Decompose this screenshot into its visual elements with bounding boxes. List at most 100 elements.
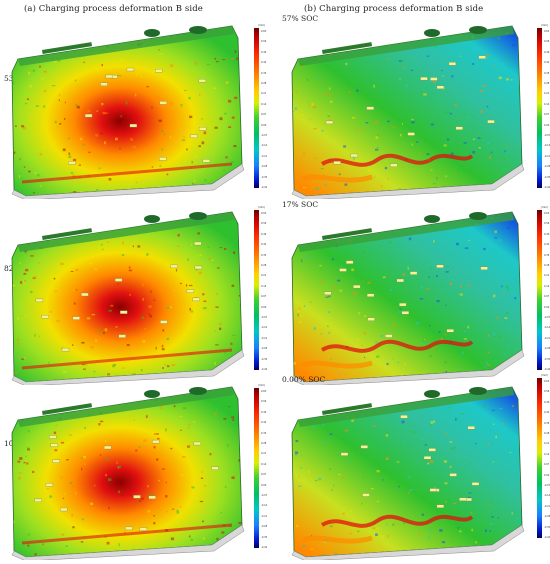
battery-pack-image	[282, 375, 532, 564]
scale-tick-label: 0.21	[544, 274, 550, 278]
scale-tick-label: -0.07	[544, 134, 550, 137]
scale-tick-label: -0.35	[544, 175, 550, 179]
scale-tick-label: 0.42	[544, 61, 550, 65]
scale-tick-label: 0.56	[261, 222, 267, 226]
colour-scale-bar	[537, 378, 542, 538]
battery-pack-deformation-map	[11, 211, 245, 387]
colour-scale-legend: (mm) 0.63 0.56 0.49 0.42 0.35 0.28 0.21 0.14 0.07…	[537, 374, 550, 539]
scale-tick-label: 0.35	[544, 71, 550, 75]
scale-tick-label: 0.63	[544, 30, 550, 33]
scale-tick-label: -0.21	[544, 504, 550, 508]
scale-tick-label: 0.49	[261, 410, 267, 414]
scale-tick-label: -0.42	[544, 536, 550, 539]
scale-tick-label: 0.21	[544, 442, 550, 446]
scale-tick-label: 0.00	[544, 305, 550, 309]
panel-4: 17% SOC	[280, 200, 550, 387]
panel-2: 57% SOC	[280, 14, 550, 201]
scale-tick-label: -0.07	[544, 316, 550, 319]
scale-tick-label: -0.28	[544, 347, 550, 351]
scale-tick-label: -0.28	[544, 515, 550, 519]
scale-tick-label: 0.14	[261, 462, 267, 466]
scale-unit-label: (mm)	[541, 24, 549, 27]
scale-tick-label: 0.07	[544, 295, 550, 299]
scale-tick-label: 0.56	[261, 40, 267, 44]
scale-tick-label: -0.14	[544, 494, 550, 498]
scale-tick-label: -0.42	[261, 368, 268, 371]
scale-tick-label: -0.35	[261, 357, 268, 361]
scale-tick-label: 0.56	[544, 390, 550, 394]
panel-1: 53% SOC	[0, 14, 275, 201]
battery-pack-image	[282, 14, 532, 203]
scale-tick-label: 0.42	[261, 243, 267, 247]
scale-tick-label: -0.14	[544, 326, 550, 330]
column-title-a: (a) Charging process deformation B side	[24, 4, 203, 14]
scale-tick-label: 0.00	[544, 123, 550, 127]
scale-tick-label: -0.28	[261, 347, 268, 351]
scale-tick-label: -0.35	[544, 357, 550, 361]
scale-tick-label: 0.28	[544, 82, 550, 85]
scale-unit-label: (mm)	[541, 374, 549, 377]
scale-tick-label: 0.63	[261, 212, 267, 215]
scale-tick-label: 0.35	[261, 253, 267, 257]
scale-tick-label: -0.14	[261, 504, 268, 508]
scale-tick-label: 0.14	[544, 452, 550, 456]
scale-tick-label: 0.35	[544, 253, 550, 257]
scale-unit-label: (mm)	[258, 384, 266, 387]
scale-tick-label: 0.28	[544, 432, 550, 435]
scale-unit-label: (mm)	[258, 206, 266, 209]
scale-tick-label: -0.42	[261, 546, 268, 549]
scale-tick-label: 0.63	[544, 212, 550, 215]
scale-tick-label: -0.28	[261, 525, 268, 529]
battery-pack-deformation-map	[11, 25, 245, 201]
scale-tick-label: -0.35	[261, 175, 268, 179]
scale-tick-label: 0.28	[261, 82, 267, 85]
scale-unit-label: (mm)	[258, 24, 266, 27]
scale-tick-label: 0.63	[261, 30, 267, 33]
soc-label: 57% SOC	[282, 14, 319, 23]
scale-tick-label: 0.49	[544, 400, 550, 404]
scale-tick-label: 0.28	[544, 264, 550, 267]
colour-scale-bar	[254, 28, 259, 188]
scale-tick-label: -0.07	[261, 494, 268, 497]
scale-tick-label: -0.14	[544, 144, 550, 148]
scale-unit-label: (mm)	[541, 206, 549, 209]
scale-tick-label: -0.35	[544, 525, 550, 529]
scale-tick-label: 0.21	[261, 92, 267, 96]
scale-tick-label: 0.42	[544, 243, 550, 247]
scale-tick-label: -0.07	[261, 134, 268, 137]
scale-tick-label: -0.42	[544, 186, 550, 189]
scale-tick-label: -0.14	[261, 144, 268, 148]
scale-tick-label: 0.00	[261, 483, 267, 487]
colour-scale-bar	[537, 210, 542, 370]
scale-tick-label: 0.07	[544, 463, 550, 467]
scale-tick-label: 0.07	[261, 295, 267, 299]
scale-tick-label: 0.14	[261, 284, 267, 288]
scale-tick-label: -0.21	[544, 336, 550, 340]
colour-scale-bar	[537, 28, 542, 188]
scale-tick-label: 0.00	[261, 305, 267, 309]
colour-scale-legend: (mm) 0.63 0.56 0.49 0.42 0.35 0.28 0.21 0.14 0.07…	[254, 206, 278, 371]
scale-tick-label: 0.21	[261, 274, 267, 278]
scale-tick-label: 0.49	[544, 50, 550, 54]
scale-tick-label: 0.42	[261, 61, 267, 65]
colour-scale-legend: (mm) 0.63 0.56 0.49 0.42 0.35 0.28 0.21 0.14 0.07…	[254, 384, 278, 549]
scale-tick-label: 0.49	[261, 50, 267, 54]
scale-tick-label: 0.56	[544, 40, 550, 44]
scale-tick-label: 0.28	[261, 264, 267, 267]
colour-scale-bar	[254, 210, 259, 370]
scale-tick-label: -0.21	[261, 154, 268, 158]
battery-pack-image	[282, 200, 532, 389]
panel-5: 100% SOC	[0, 375, 275, 562]
scale-tick-label: -0.21	[261, 336, 268, 340]
colour-scale-bar	[254, 388, 259, 548]
scale-tick-label: -0.42	[544, 368, 550, 371]
scale-tick-label: 0.49	[261, 232, 267, 236]
scale-tick-label: 0.56	[261, 400, 267, 404]
scale-tick-label: 0.56	[544, 222, 550, 226]
battery-pack-deformation-map	[291, 211, 525, 387]
scale-tick-label: 0.07	[544, 113, 550, 117]
scale-tick-label: 0.00	[544, 473, 550, 477]
scale-tick-label: -0.35	[261, 535, 268, 539]
scale-tick-label: -0.21	[261, 514, 268, 518]
battery-pack-deformation-map	[11, 386, 245, 562]
